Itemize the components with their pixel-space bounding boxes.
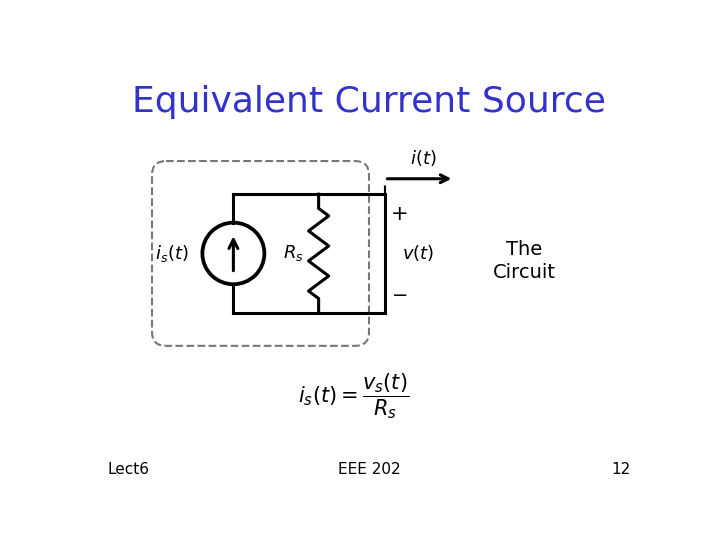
Text: $v(t)$: $v(t)$	[402, 244, 433, 264]
Text: +: +	[391, 204, 409, 224]
Text: $i_s(t) = \dfrac{v_s(t)}{R_s}$: $i_s(t) = \dfrac{v_s(t)}{R_s}$	[298, 371, 409, 421]
Text: Circuit: Circuit	[492, 263, 556, 282]
Text: Equivalent Current Source: Equivalent Current Source	[132, 85, 606, 119]
Text: −: −	[392, 286, 408, 305]
Text: The: The	[506, 240, 542, 259]
Text: $i_s(t)$: $i_s(t)$	[155, 243, 189, 264]
Text: Lect6: Lect6	[107, 462, 149, 477]
Text: 12: 12	[612, 462, 631, 477]
Text: EEE 202: EEE 202	[338, 462, 400, 477]
Text: $i(t)$: $i(t)$	[410, 148, 436, 168]
Text: $R_s$: $R_s$	[283, 244, 304, 264]
